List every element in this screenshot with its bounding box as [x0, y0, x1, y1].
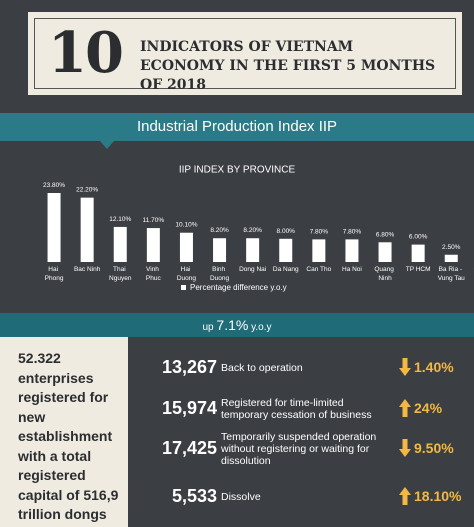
x-tick-label: Hai Phong — [45, 266, 64, 282]
summary-suffix: y.o.y — [251, 322, 272, 333]
bar — [246, 238, 260, 262]
arrow-down — [399, 358, 411, 376]
arrow-down — [399, 439, 411, 457]
summary-value: 7.1% — [216, 317, 249, 333]
header-number: 10 — [48, 20, 124, 86]
chart: IIP INDEX BY PROVINCE 23.80% Hai Phong 22.… — [43, 165, 474, 292]
x-tick-label: Dong Nai — [239, 266, 266, 273]
x-tick-label: TP HCM — [406, 266, 431, 273]
stat-number: 15,974 — [161, 398, 217, 418]
value-label: 7.80% — [310, 228, 329, 235]
bar — [47, 193, 61, 262]
bar — [213, 238, 227, 262]
x-tick-label: Ha Noi — [342, 266, 362, 273]
arrow-shape — [399, 358, 411, 376]
value-label: 22.20% — [76, 187, 98, 194]
x-tick-label: Bac Ninh — [74, 266, 101, 273]
value-label: 6.80% — [376, 231, 395, 238]
summary-strip: up 7.1% y.o.y — [0, 313, 474, 337]
x-tick-label: Da Nang — [273, 266, 299, 273]
x-tick-label: Quang Ninh — [374, 266, 395, 282]
bar — [411, 244, 425, 262]
x-tick-label: Hai Duong — [177, 266, 197, 282]
x-tick-label: Vinh Phuc — [146, 266, 162, 282]
enterprises-box: 52.322 enterprises registered for new es… — [0, 337, 128, 527]
bar — [80, 197, 94, 262]
value-label: 7.80% — [343, 228, 362, 235]
value-label: 8.20% — [243, 227, 262, 234]
bar — [146, 228, 160, 262]
arrow-shape — [399, 439, 411, 457]
legend-swatch — [181, 285, 186, 290]
summary-prefix: up — [202, 322, 214, 333]
value-label: 2.50% — [442, 244, 461, 251]
bar — [444, 254, 458, 262]
banner: Industrial Production Index IIP — [0, 113, 474, 141]
x-tick-label: Ba Ria - Vung Tau — [438, 266, 465, 282]
stat-change: 24% — [414, 400, 443, 416]
x-tick-label: Binh Duong — [210, 266, 230, 282]
stat-label: Dissolve — [221, 491, 261, 503]
value-label: 8.00% — [277, 228, 296, 235]
header: 10 INDICATORS OF VIETNAM ECONOMY IN THE … — [28, 12, 462, 95]
bar — [378, 242, 392, 262]
x-tick-label: Thai Nguyen — [109, 266, 132, 282]
arrow-shape — [399, 399, 411, 417]
stat-change: 9.50% — [414, 440, 454, 456]
bar — [179, 232, 193, 262]
stat-number: 17,425 — [161, 438, 217, 458]
value-label: 8.20% — [210, 227, 229, 234]
value-label: 11.70% — [143, 217, 165, 224]
bar — [312, 239, 326, 262]
legend-label: Percentage difference y.o.y — [190, 283, 287, 292]
x-tick-label: Can Tho — [306, 266, 331, 273]
value-label: 10.10% — [175, 222, 197, 229]
banner-pointer — [100, 141, 114, 149]
header-title: INDICATORS OF VIETNAM ECONOMY IN THE FIR… — [140, 39, 436, 93]
arrow-up — [399, 399, 411, 417]
value-label: 23.80% — [43, 182, 65, 189]
stat-label: Registered for time-limited temporary ce… — [221, 397, 372, 421]
bar — [279, 238, 293, 262]
stat-change: 1.40% — [414, 359, 454, 375]
value-label: 6.00% — [409, 234, 428, 241]
chart-title: IIP INDEX BY PROVINCE — [179, 165, 296, 176]
arrow-shape — [399, 487, 411, 505]
bar — [113, 226, 127, 262]
value-label: 12.10% — [109, 216, 131, 223]
stat-number: 5,533 — [171, 486, 217, 506]
stat-label: Back to operation — [221, 362, 303, 374]
stat-label: Temporarily suspended operation without … — [221, 431, 377, 467]
arrow-up — [399, 487, 411, 505]
stat-change: 18.10% — [414, 488, 462, 504]
header-border — [34, 18, 456, 89]
stat-number: 13,267 — [161, 357, 217, 377]
bar — [345, 239, 359, 262]
